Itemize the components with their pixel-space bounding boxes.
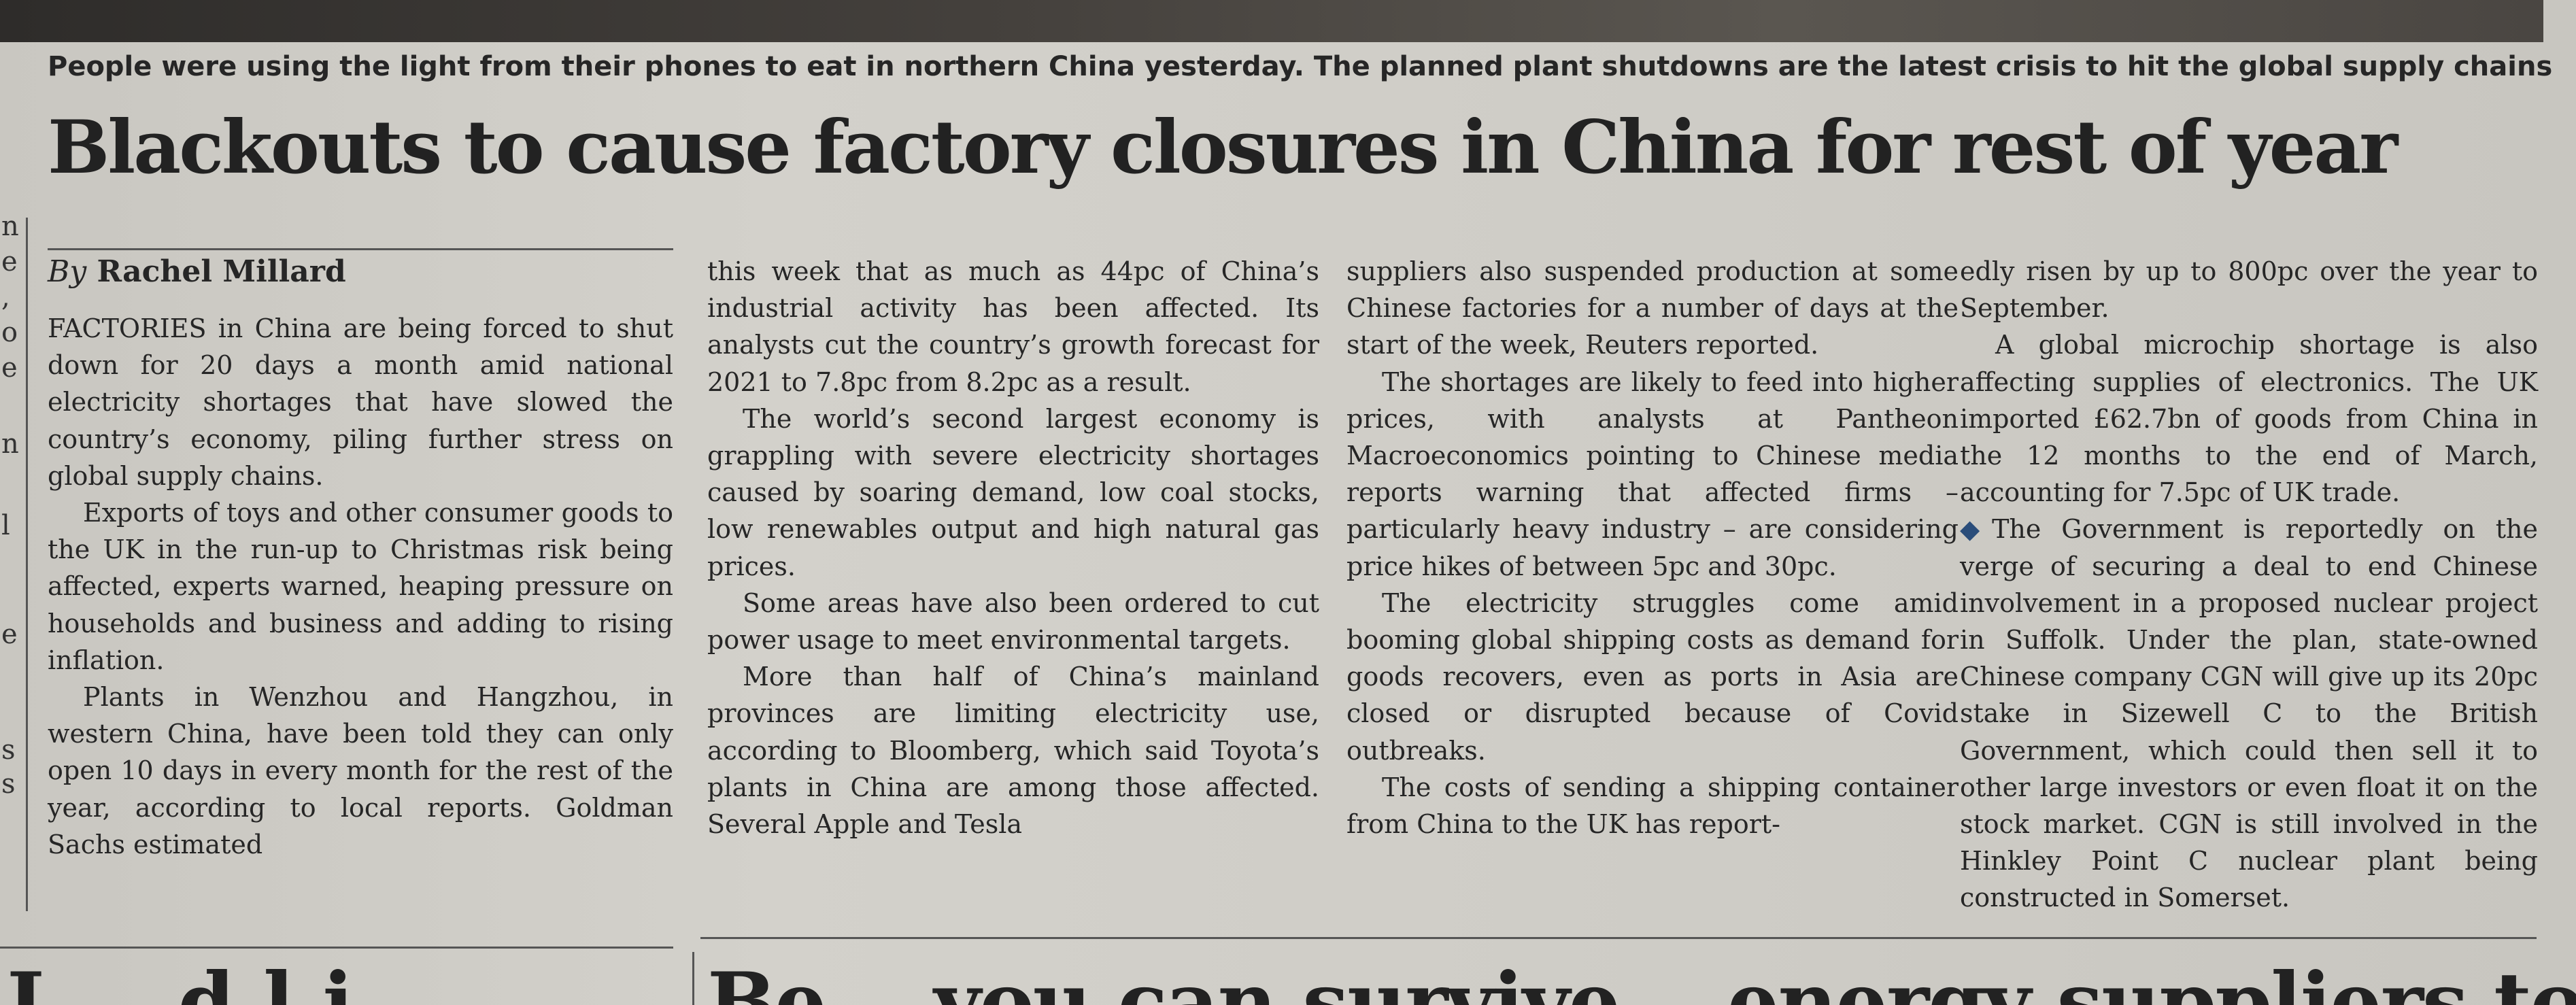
paragraph: this week that as much as 44pc of China’… xyxy=(707,256,1319,397)
next-story-left-fragment: L ...d.l.i. xyxy=(7,955,382,1005)
margin-fragment: n xyxy=(1,428,19,460)
article-column-2: this week that as much as 44pc of China’… xyxy=(707,253,1319,842)
paragraph: FACTORIES in China are being forced to s… xyxy=(48,313,673,491)
column-rule xyxy=(26,218,28,911)
paragraph: Some areas have also been ordered to cut… xyxy=(707,587,1319,655)
adjacent-column-fragments: n e , o e n l e s s xyxy=(0,197,19,809)
photo-bottom-edge xyxy=(0,0,2543,42)
paragraph: The electricity struggles come amid boom… xyxy=(1346,587,1959,766)
headline: Blackouts to cause factory closures in C… xyxy=(48,105,2398,190)
margin-fragment: e xyxy=(1,352,18,384)
byline: By Rachel Millard xyxy=(48,253,673,291)
paragraph: The costs of sending a shipping containe… xyxy=(1346,772,1959,840)
paragraph: Plants in Wenzhou and Hangzhou, in weste… xyxy=(48,682,673,859)
diamond-bullet-icon: ◆ xyxy=(1960,514,1993,545)
column-rule xyxy=(692,952,694,1005)
article-column-1: FACTORIES in China are being forced to s… xyxy=(48,310,673,863)
byline-rule xyxy=(48,248,673,250)
margin-fragment: e xyxy=(1,619,18,650)
paragraph: Exports of toys and other consumer goods… xyxy=(48,498,673,675)
paragraph-with-bullet: ◆The Government is reportedly on the ver… xyxy=(1960,511,2538,916)
byline-author: Rachel Millard xyxy=(97,254,346,289)
margin-fragment: s xyxy=(1,768,16,800)
paragraph-text: The Government is reportedly on the verg… xyxy=(1960,514,2538,913)
margin-fragment: s xyxy=(1,734,16,766)
photo-caption: People were using the light from their p… xyxy=(48,51,2553,82)
margin-fragment: n xyxy=(1,211,19,242)
article-column-4: edly risen by up to 800pc over the year … xyxy=(1960,253,2538,917)
article-column-3: suppliers also suspended production at s… xyxy=(1346,253,1959,842)
next-story-right-fragment: Be... you can survive... energy supplier… xyxy=(707,955,2576,1005)
story-end-rule xyxy=(0,947,673,949)
margin-fragment: l xyxy=(1,510,10,541)
paragraph: The world’s second largest economy is gr… xyxy=(707,403,1319,581)
margin-fragment: , xyxy=(1,282,10,313)
story-end-rule xyxy=(700,937,2537,939)
paragraph: A global microchip shortage is also affe… xyxy=(1960,330,2538,508)
byline-by: By xyxy=(48,254,87,289)
paragraph: edly risen by up to 800pc over the year … xyxy=(1960,256,2538,324)
margin-fragment: o xyxy=(1,317,18,348)
margin-fragment: e xyxy=(1,246,18,277)
paragraph: The shortages are likely to feed into hi… xyxy=(1346,367,1959,581)
next-story-headline-fragment: L ...d.l.i. Be... you can survive... ene… xyxy=(0,955,2576,1005)
paragraph: suppliers also suspended production at s… xyxy=(1346,256,1959,360)
paragraph: More than half of China’s mainland provi… xyxy=(707,662,1319,840)
